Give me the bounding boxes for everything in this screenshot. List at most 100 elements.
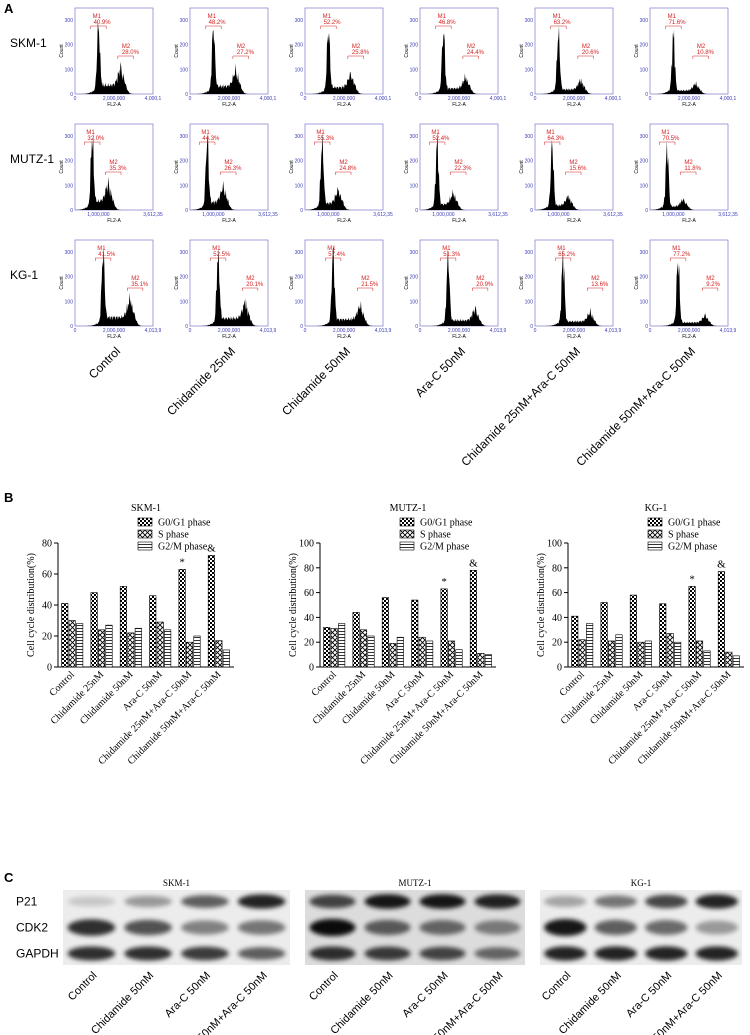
- x-tick-label: 4,013,9: [145, 328, 162, 334]
- histogram: [650, 262, 728, 326]
- gate-bracket: [680, 171, 697, 175]
- gate-percent: 24.8%: [339, 166, 357, 172]
- x-tick-label: 2,000,000: [448, 328, 470, 334]
- x-tick-label: 2,000,000: [103, 328, 125, 334]
- y-tick-label: 100: [65, 67, 74, 73]
- bar: [600, 602, 608, 668]
- x-tick-label: 1,000,000: [662, 212, 684, 218]
- y-axis-label: Count: [519, 44, 525, 58]
- gate-percent: 35.3%: [109, 166, 127, 172]
- x-axis-label: FL2-A: [682, 218, 696, 224]
- gate-percent: 20.1%: [246, 282, 264, 288]
- y-tick-label: 200: [180, 159, 189, 165]
- bar: [98, 629, 106, 668]
- gate-percent: 44.3%: [202, 136, 220, 142]
- y-tick-label: 200: [410, 43, 419, 49]
- y-tick-label: 100: [65, 183, 74, 189]
- column-label: Chidamide 50nM: [279, 344, 353, 418]
- x-tick-label: 2,000,000: [563, 96, 585, 102]
- y-tick-label: 0: [70, 92, 73, 98]
- bar: [659, 603, 667, 668]
- y-tick-label: 100: [525, 299, 534, 305]
- y-tick-label: 20: [552, 638, 562, 649]
- x-axis-label: FL2-A: [222, 334, 236, 340]
- gate-percent: 22.3%: [454, 166, 472, 172]
- annotation: &: [469, 557, 478, 569]
- y-tick-label: 300: [295, 18, 304, 24]
- bar: [338, 623, 346, 668]
- y-axis-label: Count: [289, 276, 295, 290]
- chart-title: KG-1: [645, 503, 668, 514]
- y-tick-label: 0: [530, 208, 533, 214]
- y-tick-label: 300: [640, 134, 649, 140]
- y-tick-label: 60: [552, 588, 562, 599]
- blot-band: [695, 946, 738, 961]
- bar: [484, 654, 492, 668]
- x-tick-label: 3,612,35: [258, 212, 278, 218]
- y-tick-label: 0: [300, 208, 303, 214]
- bar: [448, 640, 456, 668]
- y-tick-label: 100: [180, 183, 189, 189]
- blot-band: [364, 946, 411, 961]
- x-tick-label: 2,000,000: [678, 328, 700, 334]
- bar: [418, 636, 426, 668]
- gate-percent: 28.0%: [122, 50, 140, 56]
- y-axis-label: Count: [404, 44, 410, 58]
- blot-band: [544, 896, 587, 907]
- x-tick-label: 4,000,1: [145, 96, 162, 102]
- bar: [186, 641, 194, 668]
- plot-frame: [649, 7, 729, 95]
- y-tick-label: 0: [645, 92, 648, 98]
- gate-percent: 32.0%: [87, 136, 105, 142]
- gate-name: M1: [97, 246, 106, 252]
- legend-label: S phase: [420, 530, 451, 541]
- blot-band: [645, 946, 688, 961]
- plot-frame: [419, 7, 499, 95]
- blot-title: MUTZ-1: [399, 878, 432, 888]
- blot-band: [645, 894, 688, 909]
- x-tick-label: 0: [304, 328, 307, 334]
- y-tick-label: 300: [65, 250, 74, 256]
- gate-bracket: [320, 25, 337, 29]
- y-tick-label: 200: [295, 275, 304, 281]
- y-tick-label: 300: [295, 134, 304, 140]
- gate-name: M1: [93, 14, 102, 20]
- y-tick-label: 80: [42, 539, 52, 550]
- y-tick-label: 0: [47, 663, 52, 674]
- gate-bracket: [84, 141, 101, 145]
- x-tick-label: 4,013,9: [605, 328, 622, 334]
- histogram: [190, 30, 268, 94]
- panel-label: B: [4, 490, 13, 505]
- y-axis-title: Cell cycle distribution(%): [288, 553, 299, 657]
- gate-bracket: [242, 287, 259, 291]
- gate-bracket: [670, 257, 687, 261]
- gate-percent: 35.1%: [131, 282, 149, 288]
- x-tick-label: 4,000,1: [490, 96, 507, 102]
- x-tick-label: 1,000,000: [87, 212, 109, 218]
- gate-bracket: [555, 257, 572, 261]
- bar: [352, 612, 360, 668]
- blot-band: [474, 894, 521, 909]
- blot-band: [309, 894, 356, 909]
- bar: [323, 627, 331, 668]
- gate-percent: 13.6%: [591, 282, 609, 288]
- blot-band: [474, 920, 521, 935]
- annotation: &: [207, 542, 216, 554]
- legend-swatch: [399, 529, 415, 539]
- blot-strip: [540, 890, 742, 913]
- bar: [330, 628, 338, 668]
- y-tick-label: 200: [640, 43, 649, 49]
- gate-name: M2: [224, 160, 233, 166]
- blot-strip: [305, 890, 525, 913]
- gate-bracket: [127, 287, 144, 291]
- legend-swatch: [647, 529, 663, 539]
- x-tick-label: 0: [189, 96, 192, 102]
- x-tick-label: 1,000,000: [202, 212, 224, 218]
- x-tick-label: 3,612,35: [603, 212, 623, 218]
- x-tick-label: 3,612,35: [373, 212, 393, 218]
- blot-row-label: GAPDH: [16, 947, 59, 961]
- gate-bracket: [347, 55, 364, 59]
- gate-name: M1: [201, 130, 210, 136]
- legend-label: G0/G1 phase: [420, 518, 473, 529]
- plot-frame: [304, 7, 384, 95]
